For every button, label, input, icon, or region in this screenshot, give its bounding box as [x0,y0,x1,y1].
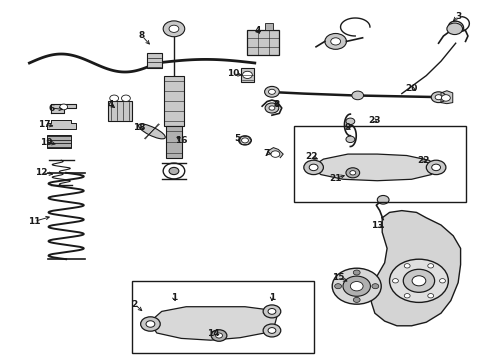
Circle shape [392,279,398,283]
Circle shape [304,160,323,175]
Text: 4: 4 [254,26,261,35]
Bar [132,281,314,353]
Circle shape [242,138,248,143]
Bar [47,135,71,148]
Bar [164,76,184,126]
Bar [147,53,162,68]
Circle shape [350,282,363,291]
Bar [241,68,254,82]
Text: 15: 15 [332,273,344,282]
Circle shape [211,330,227,341]
Circle shape [390,259,448,302]
Bar [294,126,466,202]
Circle shape [141,317,160,331]
Circle shape [243,71,252,78]
Circle shape [346,136,355,143]
Circle shape [432,164,441,171]
Circle shape [335,284,342,289]
Text: 14: 14 [207,328,220,338]
Circle shape [332,268,381,304]
Bar [108,101,132,121]
Text: 4: 4 [107,100,114,109]
Polygon shape [47,120,76,129]
Text: 1: 1 [171,292,177,302]
Text: 9: 9 [344,123,351,132]
Text: 11: 11 [28,217,41,226]
Ellipse shape [139,124,165,139]
Circle shape [447,23,463,35]
Text: 20: 20 [405,84,418,93]
Circle shape [346,168,360,178]
Circle shape [431,92,446,103]
Circle shape [268,328,276,333]
Text: 13: 13 [371,220,384,230]
Circle shape [265,86,279,97]
Text: 5: 5 [235,134,241,143]
Circle shape [169,167,179,175]
Circle shape [435,95,442,100]
Text: 8: 8 [139,31,145,40]
Circle shape [265,103,279,113]
Text: 22: 22 [305,152,318,161]
Polygon shape [267,148,283,158]
Circle shape [110,95,119,102]
Text: 16: 16 [175,136,188,145]
Text: 3: 3 [455,12,461,21]
Circle shape [216,333,222,338]
Circle shape [353,297,360,302]
Circle shape [269,89,275,94]
Circle shape [269,106,275,110]
Circle shape [440,279,445,283]
Circle shape [343,276,370,296]
Circle shape [309,164,318,171]
Circle shape [350,171,356,175]
Polygon shape [371,211,461,326]
Polygon shape [441,91,453,104]
Circle shape [239,136,251,145]
Bar [247,30,279,55]
Text: 23: 23 [368,116,381,125]
Circle shape [268,309,276,314]
Text: 2: 2 [132,300,138,309]
Text: 1: 1 [269,292,275,302]
Circle shape [428,294,434,298]
Circle shape [404,264,410,268]
Text: 6: 6 [49,104,54,112]
Circle shape [60,104,68,110]
Bar [265,23,273,30]
Text: 21: 21 [329,174,342,183]
Text: 12: 12 [35,168,48,177]
Circle shape [122,95,130,102]
Circle shape [331,38,341,45]
Bar [166,126,182,158]
Polygon shape [51,104,76,113]
Circle shape [441,95,450,101]
Circle shape [271,151,280,157]
Text: 18: 18 [133,123,146,132]
Text: 10: 10 [226,69,239,78]
Circle shape [163,21,185,37]
Polygon shape [149,307,277,340]
Text: 8: 8 [274,100,280,109]
Circle shape [426,160,446,175]
Text: 22: 22 [417,156,430,165]
Text: 19: 19 [40,138,53,147]
Circle shape [352,91,364,100]
Circle shape [372,284,379,289]
Circle shape [353,270,360,275]
Circle shape [263,324,281,337]
Circle shape [263,305,281,318]
Circle shape [412,276,426,286]
Circle shape [325,33,346,49]
Circle shape [146,321,155,327]
Text: 17: 17 [38,120,50,129]
Circle shape [169,25,179,32]
Polygon shape [311,154,439,181]
Circle shape [346,118,355,125]
Circle shape [404,294,410,298]
Circle shape [377,195,389,204]
Text: 7: 7 [264,149,270,158]
Circle shape [428,264,434,268]
Circle shape [403,269,435,292]
